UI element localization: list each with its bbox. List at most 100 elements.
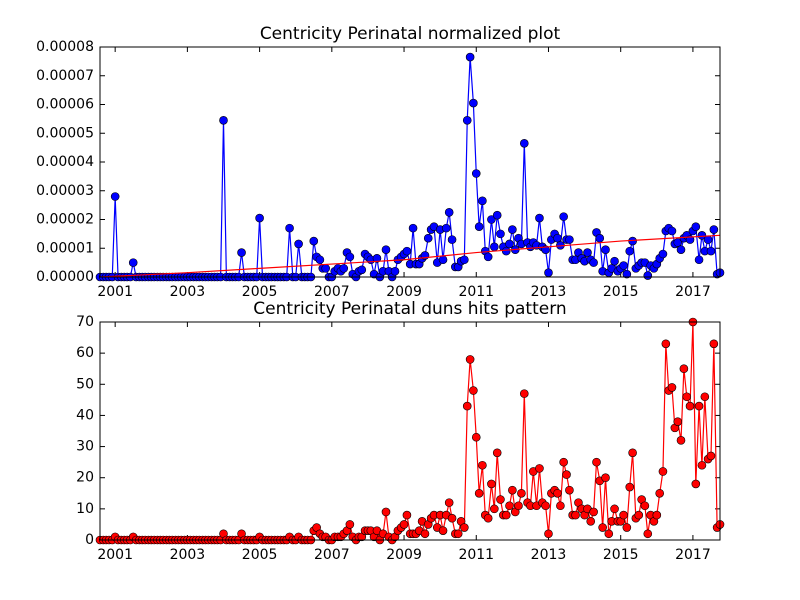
x-tick-label: 2017 xyxy=(675,284,711,300)
data-point xyxy=(673,417,683,426)
data-point xyxy=(628,448,637,458)
data-point xyxy=(483,252,493,262)
data-point xyxy=(592,457,601,467)
data-point xyxy=(441,223,451,233)
data-point xyxy=(219,116,228,125)
data-point xyxy=(625,246,635,256)
data-point xyxy=(453,529,463,539)
data-point xyxy=(517,488,526,498)
data-point xyxy=(345,252,355,262)
data-point xyxy=(294,239,303,249)
data-point xyxy=(685,401,695,411)
data-point xyxy=(559,212,568,221)
data-point xyxy=(691,479,701,489)
data-point xyxy=(309,236,319,246)
y-tick-label: 0 xyxy=(85,532,94,548)
data-point xyxy=(544,529,553,539)
data-point xyxy=(541,501,550,511)
x-tick-label: 2005 xyxy=(242,284,278,300)
data-point xyxy=(583,248,592,257)
data-point xyxy=(553,488,562,498)
data-point xyxy=(372,254,382,263)
y-tick-label: 0.00001 xyxy=(36,240,94,256)
data-point xyxy=(601,473,610,483)
data-point xyxy=(501,510,511,520)
data-point xyxy=(501,246,511,256)
data-point xyxy=(535,464,544,473)
data-point xyxy=(399,520,409,529)
data-point xyxy=(460,523,469,532)
chart-title: Centricity Perinatal normalized plot xyxy=(260,24,561,44)
data-point xyxy=(444,498,454,507)
data-point xyxy=(469,98,478,108)
x-tick-label: 2015 xyxy=(603,284,639,300)
data-point xyxy=(619,261,628,270)
data-point xyxy=(496,495,505,504)
data-point xyxy=(508,485,517,495)
data-point xyxy=(345,520,355,529)
data-point xyxy=(110,192,120,201)
data-point xyxy=(601,245,610,254)
data-point xyxy=(339,264,349,273)
data-point xyxy=(462,401,472,411)
data-point xyxy=(438,526,448,535)
x-tick-label: 2005 xyxy=(242,547,278,563)
data-point xyxy=(658,249,668,259)
data-point xyxy=(357,265,367,275)
x-tick-label: 2001 xyxy=(97,284,133,300)
data-point xyxy=(496,229,505,239)
plot-frame xyxy=(99,321,721,541)
x-tick-label: 2003 xyxy=(170,284,206,300)
y-tick-label: 10 xyxy=(76,501,94,517)
data-point xyxy=(694,255,704,265)
data-point xyxy=(634,510,644,520)
data-point xyxy=(487,215,496,224)
plot-frame xyxy=(99,46,721,278)
data-point xyxy=(535,213,544,223)
data-point xyxy=(471,169,481,178)
data-point xyxy=(697,231,707,240)
data-point xyxy=(655,488,664,498)
data-point xyxy=(640,501,650,511)
data-point xyxy=(658,467,668,476)
y-tick-label: 0.00002 xyxy=(36,212,94,228)
data-point xyxy=(478,460,487,470)
data-point xyxy=(622,269,632,279)
data-point xyxy=(390,266,400,276)
x-tick-label: 2001 xyxy=(97,547,133,563)
x-tick-label: 2013 xyxy=(531,547,567,563)
data-point xyxy=(505,239,514,249)
data-point xyxy=(565,235,574,244)
y-tick-label: 0.00006 xyxy=(36,97,94,113)
data-point xyxy=(589,507,598,517)
data-point xyxy=(598,523,607,532)
data-point xyxy=(508,225,517,234)
data-point xyxy=(553,233,562,243)
x-tick-label: 2011 xyxy=(458,284,494,300)
data-point xyxy=(285,223,294,233)
x-tick-label: 2009 xyxy=(386,284,422,300)
data-point xyxy=(444,208,454,217)
data-point xyxy=(447,235,457,244)
y-tick-label: 0.00003 xyxy=(36,183,94,199)
data-point xyxy=(709,225,719,234)
data-point xyxy=(381,507,391,517)
data-point xyxy=(676,436,686,445)
data-point xyxy=(460,255,469,265)
data-point xyxy=(589,258,598,267)
y-tick-label: 40 xyxy=(76,407,94,423)
data-point xyxy=(673,238,683,247)
data-point xyxy=(465,52,475,62)
data-point xyxy=(667,226,677,236)
data-point xyxy=(604,529,614,539)
data-point xyxy=(544,268,553,277)
data-point xyxy=(622,523,632,532)
data-point xyxy=(478,196,487,206)
data-point xyxy=(706,451,716,461)
x-tick-label: 2003 xyxy=(170,547,206,563)
x-tick-label: 2007 xyxy=(314,284,350,300)
data-point xyxy=(402,246,412,256)
data-point xyxy=(610,256,619,266)
data-point xyxy=(474,222,484,231)
data-point xyxy=(625,482,635,492)
